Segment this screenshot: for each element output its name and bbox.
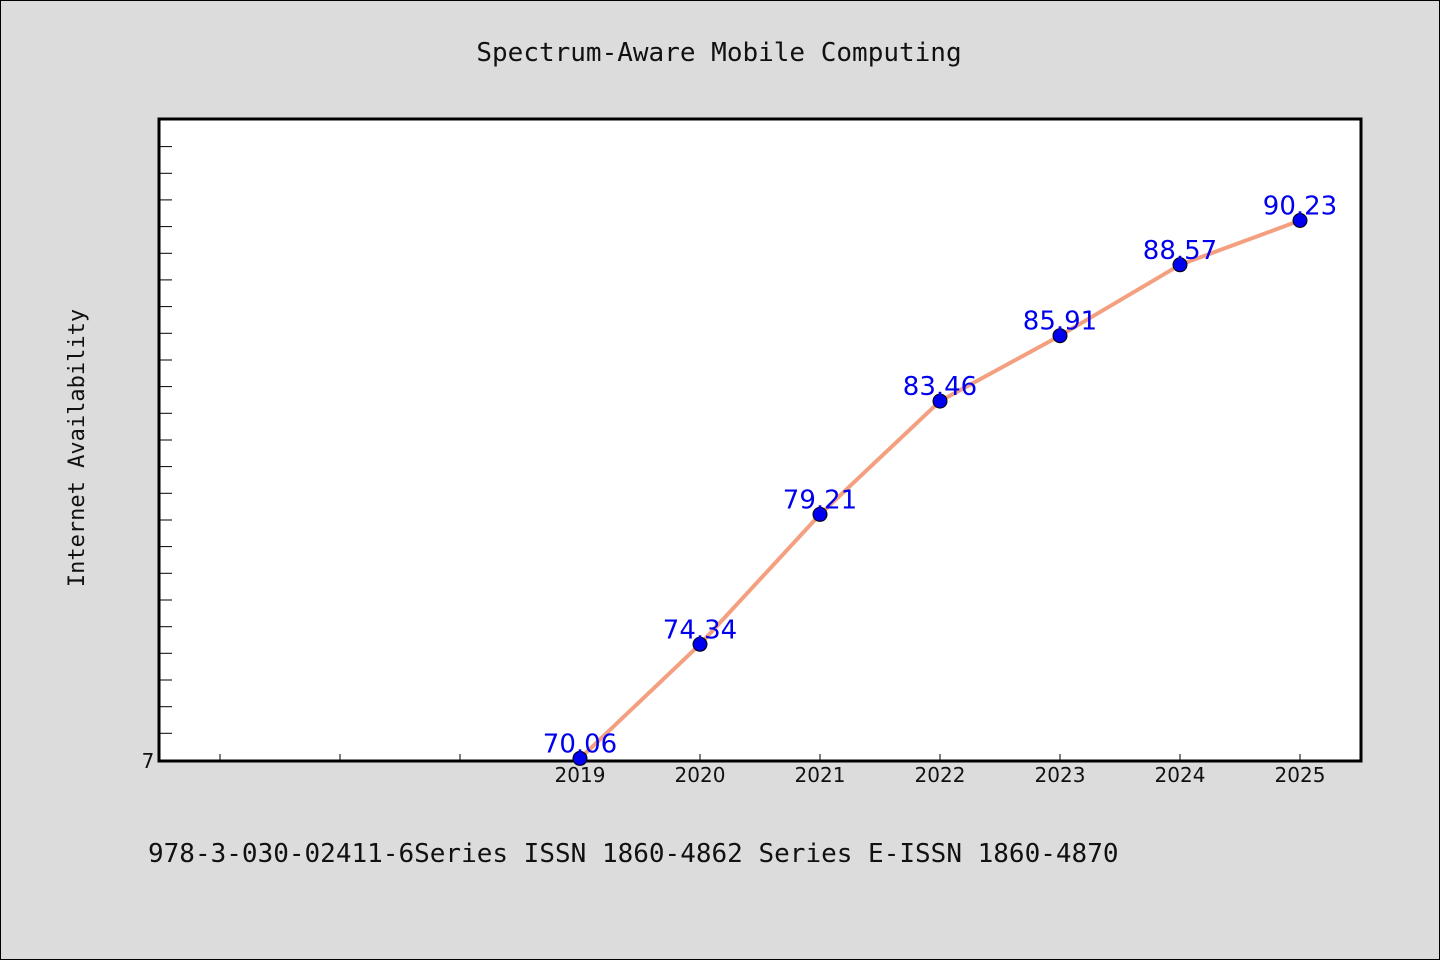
- data-point-markers: [572, 213, 1308, 766]
- data-label: 90.23: [1263, 192, 1337, 222]
- data-point: [572, 750, 588, 766]
- data-label: 74.34: [663, 615, 737, 645]
- data-point: [812, 506, 828, 522]
- x-tick-label: 2025: [1275, 763, 1326, 787]
- y-axis-label: Internet Availability: [65, 309, 90, 587]
- y-axis-minor-ticks: [160, 146, 172, 761]
- x-tick-label: 2019: [555, 763, 606, 787]
- x-axis-tick-labels: 2019 2020 2021 2022 2023 2024 2025: [555, 763, 1326, 787]
- x-tick-label: 2023: [1035, 763, 1086, 787]
- data-label: 88.57: [1143, 236, 1217, 266]
- plot-area: [157, 117, 1363, 763]
- data-labels: 70.06 74.34 79.21 83.46 85.91 88.57 90.2…: [543, 192, 1337, 760]
- x-tick-label: 2021: [795, 763, 846, 787]
- data-point: [932, 393, 948, 409]
- data-point: [1172, 257, 1188, 273]
- data-label: 83.46: [903, 372, 977, 402]
- data-label: 70.06: [543, 729, 617, 759]
- footer-identifier-text: 978-3-030-02411-6Series ISSN 1860-4862 S…: [148, 839, 1119, 869]
- x-tick-label: 2024: [1155, 763, 1206, 787]
- data-label: 85.91: [1023, 307, 1097, 337]
- data-point: [1052, 328, 1068, 344]
- data-point: [1292, 213, 1308, 228]
- y-tick-label: 7: [142, 749, 155, 773]
- data-label: 79.21: [783, 485, 857, 515]
- chart-title: Spectrum-Aware Mobile Computing: [476, 38, 961, 68]
- x-tick-label: 2022: [915, 763, 966, 787]
- x-tick-label: 2020: [675, 763, 726, 787]
- data-point: [692, 636, 708, 652]
